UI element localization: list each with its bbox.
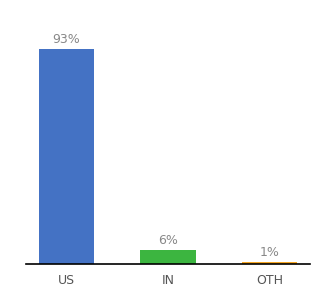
Text: 93%: 93% (52, 33, 80, 46)
Text: 6%: 6% (158, 234, 178, 247)
Bar (242, 262, 298, 264)
Text: 1%: 1% (260, 246, 279, 259)
Bar (140, 250, 196, 264)
Bar (38, 49, 94, 264)
